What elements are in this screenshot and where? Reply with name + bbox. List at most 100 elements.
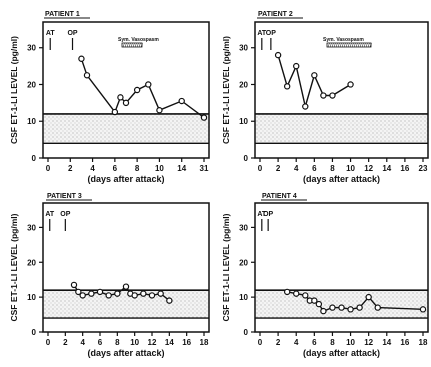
annotation-hatch [337,42,340,48]
x-tick-label: 8 [135,164,140,173]
chart-panel-1: 0 10 20 30 0 2 4 6 8 10 14 31 (days after attack) CSF… [9,11,210,184]
data-point [96,288,104,296]
data-point [320,307,327,315]
x-tick-label: 8 [115,338,120,347]
chart-panel-2: 0 10 20 30 0 2 4 6 8 10 12 14 16 23 (days after attack… [221,11,429,184]
annotation-hatch [122,42,125,48]
annotation-hatch [367,42,370,48]
data-point [365,293,372,301]
data-point [78,55,85,62]
annotation-hatch [335,42,338,48]
x-tick-label: 6 [98,338,103,347]
annotation-label: Sym. Vasospasm [118,37,159,43]
data-point [156,107,163,114]
y-tick-label: 30 [239,223,248,232]
data-point [302,103,309,110]
annotation-hatch [343,42,346,48]
data-point [114,290,121,297]
panel-title: PATIENT 3 [47,193,82,200]
annotation-hatch [134,42,137,48]
annotation-hatch [331,42,334,48]
data-point [283,288,291,296]
annotation-hatch [126,42,129,48]
normal-range-band [255,290,428,319]
annotation-label: Sym. Vasospasm [323,37,364,43]
data-point [329,92,336,99]
data-point [347,81,354,88]
annotation-hatch [349,42,352,48]
chart-panel-4: 0 10 20 30 0 2 4 6 8 10 12 14 16 18 (days after attack… [221,193,429,358]
normal-range-band [43,290,209,319]
event-marker-label: OP [60,211,70,218]
annotation-hatch [341,42,344,48]
annotation-hatch [329,42,332,48]
y-tick-label: 20 [239,258,248,267]
plot-frame [42,202,210,333]
data-point [133,86,141,94]
x-tick-label: 16 [182,338,191,347]
y-tick-label: 0 [244,328,249,337]
data-point [75,288,82,296]
x-tick-label: 2 [276,338,281,347]
data-point [122,99,130,107]
annotation-hatch [140,42,143,48]
annotation-hatch [347,42,350,48]
data-point [166,297,173,304]
x-tick-label: 12 [364,164,373,173]
x-tick-label: 4 [90,164,95,173]
annotation-hatch [345,42,348,48]
plot-frame [42,21,210,159]
annotation-hatch [357,42,360,48]
panel-title: PATIENT 4 [262,193,297,200]
x-axis-label: (days after attack) [87,174,164,184]
x-tick-label: 0 [258,164,263,173]
x-tick-label: 10 [155,164,164,173]
x-tick-label: 2 [276,164,281,173]
y-tick-label: 0 [32,154,37,163]
panel-title: PATIENT 1 [45,11,80,18]
y-tick-label: 10 [27,293,36,302]
x-tick-label: 16 [400,164,409,173]
data-point [70,281,78,289]
y-axis-label: CSF ET-1-LI LEVEL (pg/ml) [221,36,231,144]
normal-range-band [43,113,209,144]
event-marker-label: AT [257,30,267,37]
y-tick-label: 20 [27,80,36,89]
annotation-hatch [327,42,330,48]
y-tick-label: 30 [239,44,248,53]
x-tick-label: 4 [294,338,299,347]
event-marker-label: AT [46,30,56,37]
annotation-hatch [353,42,356,48]
data-point [145,81,152,88]
annotation-hatch [339,42,342,48]
x-tick-label: 10 [346,338,355,347]
x-tick-label: 31 [200,164,209,173]
data-point [122,283,130,290]
y-axis-label: CSF ET-1-LI LEVEL (pg/ml) [9,213,19,321]
normal-range-band [255,113,428,144]
x-tick-label: 18 [200,338,209,347]
y-tick-label: 0 [32,328,37,337]
event-marker-label: OP [263,211,273,218]
x-tick-label: 14 [382,338,391,347]
data-point [88,290,95,297]
x-tick-label: 23 [419,164,428,173]
annotation-hatch [365,42,368,48]
x-tick-label: 14 [177,164,186,173]
data-point [293,62,300,70]
annotation-hatch [355,42,358,48]
data-point [157,290,164,297]
series-line [277,54,351,107]
event-marker-label: OP [266,30,276,37]
data-point [140,290,147,297]
x-axis-label: (days after attack) [303,348,380,358]
data-point [356,304,363,311]
x-tick-label: 6 [312,338,317,347]
data-point [320,92,327,99]
x-tick-label: 0 [258,338,263,347]
y-axis-label: CSF ET-1-LI LEVEL (pg/ml) [9,36,19,144]
data-point [131,292,138,299]
event-marker-label: AT [45,211,55,218]
x-tick-label: 14 [382,164,391,173]
